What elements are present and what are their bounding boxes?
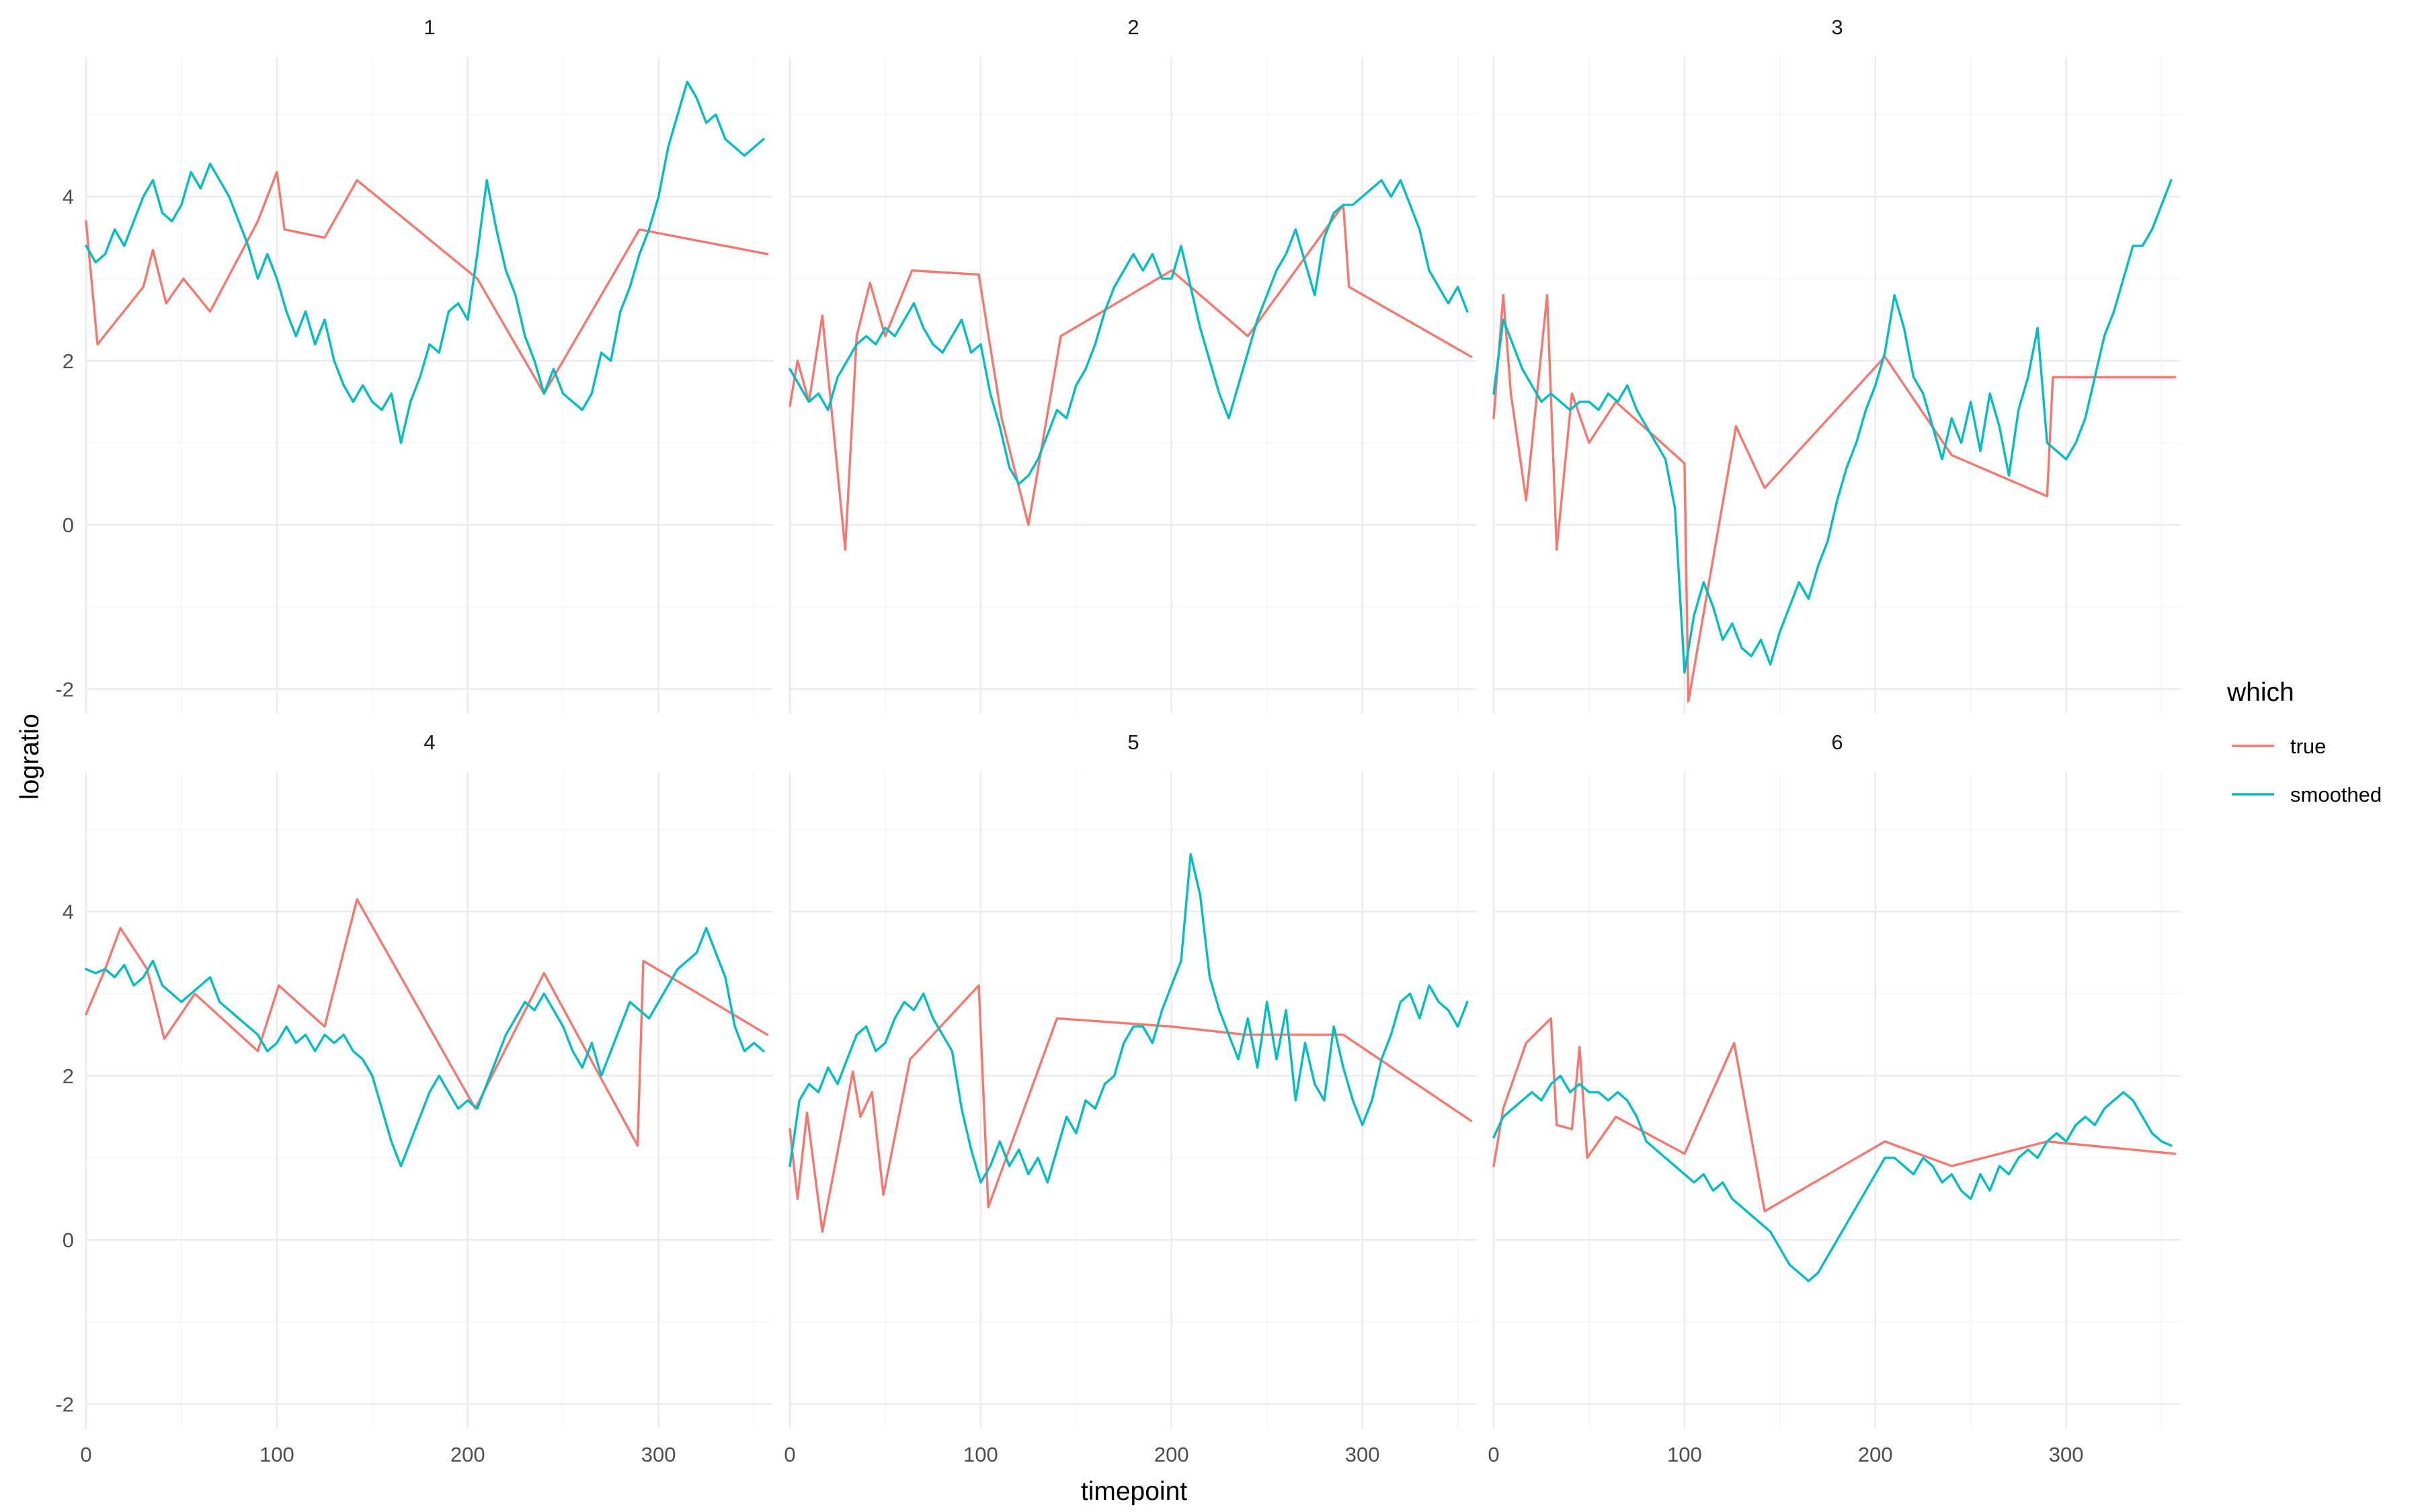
x-tick-label: 300	[2049, 1443, 2084, 1466]
facet-panel-2: 2	[789, 15, 1477, 714]
y-tick-label: 4	[63, 185, 74, 209]
facet-strip-label: 2	[1127, 15, 1139, 39]
series-line-smoothed	[85, 927, 765, 1167]
x-tick-label: 0	[1488, 1443, 1499, 1466]
x-axis-title: timepoint	[1081, 1477, 1187, 1506]
series-line-smoothed	[789, 179, 1469, 485]
series-line-true	[789, 204, 1473, 551]
y-tick-label: 2	[63, 1064, 74, 1088]
facet-panel-6: 6 0 100 200 300	[1488, 730, 2181, 1466]
series-line-smoothed	[1492, 1075, 2173, 1282]
facet-strip-label: 1	[424, 15, 435, 39]
x-tick-label: 200	[450, 1443, 485, 1466]
facet-panel-5: 5 0 100 200 300	[784, 730, 1477, 1466]
facet-panel-3: 3	[1492, 15, 2181, 714]
x-tick-label: 100	[259, 1443, 294, 1466]
facet-strip-label: 4	[424, 730, 435, 754]
y-axis-title: logratio	[15, 714, 44, 800]
series-line-smoothed	[789, 853, 1469, 1184]
legend-entry-true: true	[2232, 734, 2326, 758]
x-tick-label: 300	[641, 1443, 676, 1466]
legend-entry-smoothed: smoothed	[2232, 783, 2382, 806]
x-tick-label: 100	[1667, 1443, 1702, 1466]
y-tick-label: 0	[63, 513, 74, 537]
x-tick-label: 200	[1154, 1443, 1189, 1466]
y-tick-label: -2	[55, 1392, 74, 1416]
x-tick-label: 0	[80, 1443, 91, 1466]
legend-label: smoothed	[2290, 783, 2382, 806]
series-line-smoothed	[85, 80, 765, 444]
y-tick-label: 4	[63, 900, 74, 924]
series-line-true	[789, 984, 1473, 1233]
facet-panels: 1 -2 0 2 4 2 3 4 -2 0 2 4 0 100 200 300 5 0 100 200 300 6 0 100…	[55, 15, 2181, 1466]
facet-panel-1: 1 -2 0 2 4	[55, 15, 773, 714]
facet-panel-4: 4 -2 0 2 4 0 100 200 300	[55, 730, 773, 1466]
legend-title: which	[2226, 678, 2294, 707]
y-tick-label: 2	[63, 349, 74, 373]
facet-strip-label: 5	[1127, 730, 1139, 754]
y-tick-label: -2	[55, 677, 74, 701]
series-line-true	[1492, 1017, 2177, 1213]
series-line-true	[85, 171, 769, 395]
series-line-smoothed	[1492, 179, 2173, 674]
facet-strip-label: 3	[1831, 15, 1843, 39]
x-tick-label: 300	[1345, 1443, 1380, 1466]
legend-entries: true smoothed	[2232, 734, 2382, 806]
legend: which true smoothed	[2226, 678, 2382, 806]
series-line-true	[85, 898, 769, 1147]
x-tick-label: 0	[784, 1443, 795, 1466]
x-tick-label: 200	[1858, 1443, 1893, 1466]
facet-strip-label: 6	[1831, 730, 1843, 754]
legend-label: true	[2290, 734, 2326, 758]
y-tick-label: 0	[63, 1228, 74, 1252]
x-tick-label: 100	[963, 1443, 998, 1466]
